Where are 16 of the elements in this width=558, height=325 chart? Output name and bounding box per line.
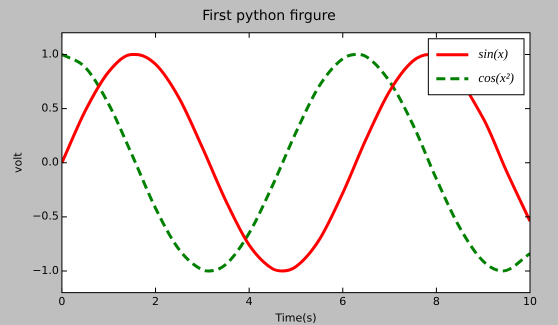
y-tick-label: −1.0: [32, 264, 59, 277]
x-tick-label: 2: [152, 295, 160, 308]
x-tick-label: 0: [58, 295, 66, 308]
x-tick-label: 6: [339, 295, 346, 308]
x-tick-label: 8: [432, 295, 440, 308]
y-tick-label: 1.0: [41, 47, 59, 60]
chart-title: First python firgure: [202, 8, 336, 24]
y-tick-label: 0.0: [41, 156, 59, 169]
legend-label: sin(x): [478, 46, 508, 62]
y-tick-label: 0.5: [41, 101, 59, 114]
x-tick-label: 10: [523, 295, 537, 308]
y-axis-title: volt: [11, 152, 24, 174]
y-tick-label: −0.5: [32, 210, 59, 223]
x-axis-title: Time(s): [274, 311, 317, 324]
legend-label: cos(x²): [478, 70, 514, 86]
x-tick-label: 4: [246, 295, 253, 308]
